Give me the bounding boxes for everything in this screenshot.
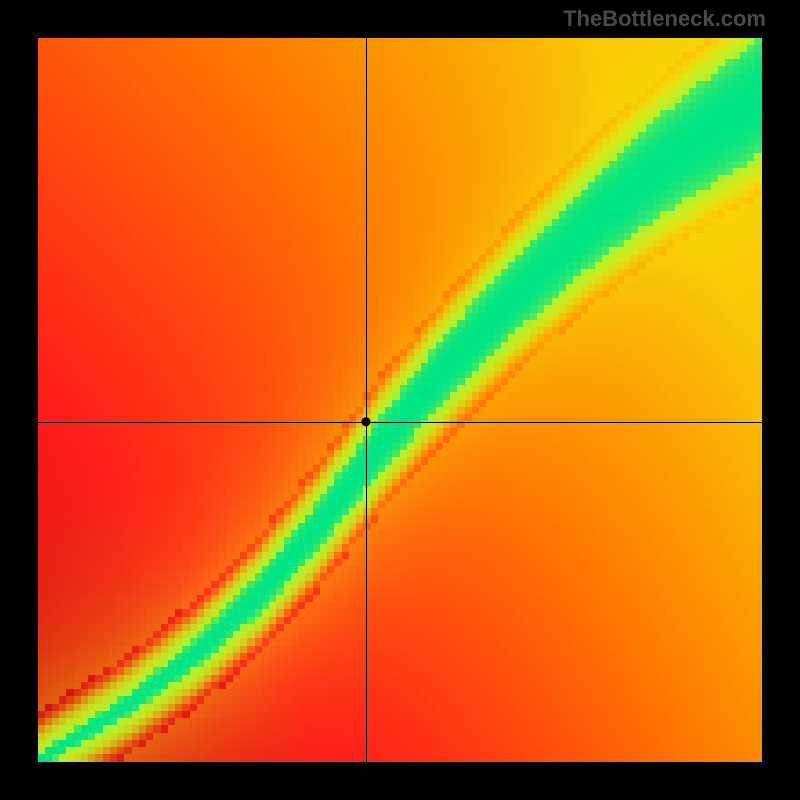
chart-container: TheBottleneck.com: [0, 0, 800, 800]
bottleneck-heatmap: [38, 38, 762, 762]
watermark-text: TheBottleneck.com: [563, 6, 766, 32]
